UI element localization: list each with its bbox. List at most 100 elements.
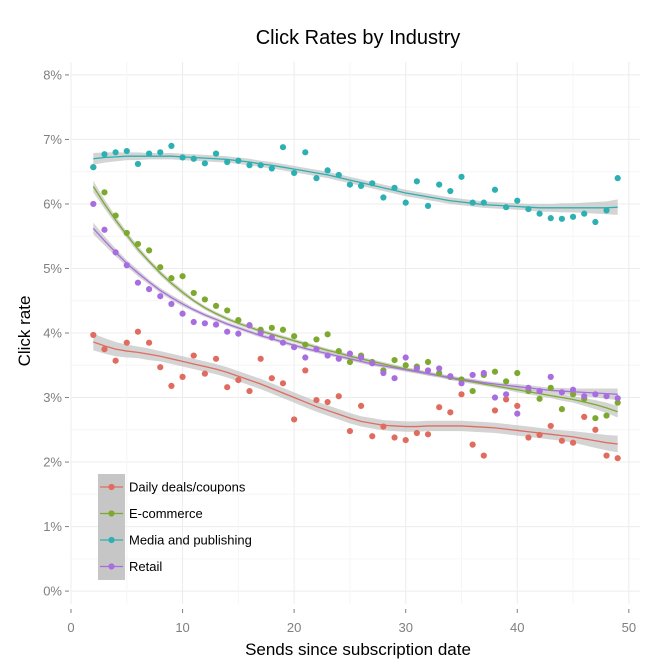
data-point-daily-deals-coupons [402, 437, 409, 444]
data-point-media-and-publishing [90, 164, 97, 171]
data-point-daily-deals-coupons [145, 339, 153, 346]
data-point-retail [179, 310, 186, 317]
data-point-retail [168, 300, 175, 308]
data-point-retail [90, 200, 97, 208]
data-point-retail [514, 410, 521, 417]
data-point-daily-deals-coupons [112, 357, 119, 364]
data-point-e-commerce [558, 406, 566, 413]
data-point-retail [391, 375, 398, 382]
data-point-retail [212, 321, 220, 328]
data-point-media-and-publishing [145, 150, 153, 157]
data-point-retail [458, 380, 465, 387]
data-point-daily-deals-coupons [302, 367, 309, 374]
data-point-daily-deals-coupons [581, 413, 588, 420]
data-point-media-and-publishing [391, 184, 398, 191]
data-point-e-commerce [614, 399, 621, 406]
data-point-daily-deals-coupons [558, 437, 566, 444]
data-point-e-commerce [592, 415, 599, 422]
grid-layer [70, 62, 640, 604]
data-point-media-and-publishing [424, 202, 432, 209]
data-point-media-and-publishing [257, 162, 264, 169]
data-point-daily-deals-coupons [603, 452, 610, 459]
data-point-daily-deals-coupons [503, 396, 510, 403]
data-point-media-and-publishing [279, 144, 287, 151]
data-point-e-commerce [291, 333, 298, 340]
data-point-media-and-publishing [402, 199, 409, 206]
data-point-daily-deals-coupons [380, 423, 387, 430]
data-point-media-and-publishing [112, 149, 119, 156]
data-point-e-commerce [123, 229, 130, 237]
data-point-media-and-publishing [503, 204, 510, 211]
data-point-e-commerce [547, 384, 554, 391]
y-tick-label: 0% [43, 584, 62, 599]
data-point-media-and-publishing [436, 181, 443, 188]
data-point-e-commerce [436, 369, 443, 377]
data-point-e-commerce [313, 336, 320, 343]
data-point-daily-deals-coupons [346, 427, 354, 435]
data-point-daily-deals-coupons [480, 452, 487, 459]
data-point-e-commerce [391, 357, 398, 364]
data-point-retail [257, 329, 264, 337]
x-tick-label: 40 [510, 620, 524, 635]
data-point-media-and-publishing [324, 167, 331, 174]
data-point-media-and-publishing [179, 154, 186, 161]
data-point-daily-deals-coupons [235, 377, 242, 384]
data-point-media-and-publishing [603, 207, 610, 214]
data-point-daily-deals-coupons [246, 387, 253, 395]
y-axis-title: Click rate [15, 296, 34, 367]
data-point-retail [491, 394, 499, 401]
data-point-retail [603, 393, 610, 400]
data-point-media-and-publishing [291, 169, 298, 177]
data-point-retail [480, 369, 487, 377]
data-point-retail [302, 354, 309, 361]
data-point-retail [569, 386, 577, 393]
y-axis: 0% 1% 2% 3% 4% 5% 6% 7% 8% [43, 67, 69, 599]
data-point-daily-deals-coupons [268, 375, 275, 382]
data-point-retail [268, 334, 275, 341]
data-point-retail [123, 262, 130, 269]
data-point-daily-deals-coupons [514, 402, 521, 410]
data-point-retail [224, 328, 231, 335]
data-point-daily-deals-coupons [536, 431, 543, 439]
legend-key-point-retail [108, 563, 115, 570]
legend: Daily deals/coupons E-commerce Media and p… [98, 474, 252, 580]
data-point-e-commerce [134, 240, 142, 248]
data-point-retail [313, 346, 320, 353]
data-point-daily-deals-coupons [201, 370, 208, 377]
data-point-media-and-publishing [558, 215, 566, 222]
data-point-e-commerce [569, 391, 577, 398]
data-point-e-commerce [402, 362, 409, 369]
data-point-media-and-publishing [413, 178, 420, 185]
trend-line-daily-deals-coupons [93, 341, 618, 445]
data-point-retail [201, 320, 208, 327]
data-point-retail [581, 393, 588, 400]
y-tick-label: 5% [43, 261, 62, 276]
data-point-e-commerce [335, 347, 342, 355]
x-tick-label: 20 [287, 620, 301, 635]
data-point-media-and-publishing [201, 160, 208, 167]
data-point-e-commerce [536, 395, 543, 402]
x-axis-title: Sends since subscription date [245, 640, 471, 659]
data-point-daily-deals-coupons [357, 402, 365, 410]
legend-label-media-and-publishing: Media and publishing [129, 533, 252, 548]
data-point-daily-deals-coupons [424, 431, 432, 438]
data-point-media-and-publishing [335, 171, 342, 179]
data-point-daily-deals-coupons [447, 409, 454, 416]
x-tick-label: 30 [398, 620, 412, 635]
data-point-daily-deals-coupons [90, 331, 97, 339]
data-point-e-commerce [224, 307, 231, 314]
data-point-retail [592, 391, 599, 398]
data-point-retail [134, 279, 142, 286]
data-point-e-commerce [235, 316, 242, 324]
legend-label-daily-deals-coupons: Daily deals/coupons [129, 480, 246, 495]
data-point-media-and-publishing [614, 175, 621, 182]
data-point-e-commerce [168, 275, 175, 282]
data-point-media-and-publishing [514, 197, 521, 204]
y-tick-label: 1% [43, 519, 62, 534]
data-point-e-commerce [179, 273, 186, 280]
data-point-daily-deals-coupons [335, 393, 342, 400]
data-point-e-commerce [514, 369, 521, 377]
data-point-retail [246, 322, 253, 329]
data-point-media-and-publishing [190, 155, 197, 162]
data-point-media-and-publishing [224, 158, 231, 166]
